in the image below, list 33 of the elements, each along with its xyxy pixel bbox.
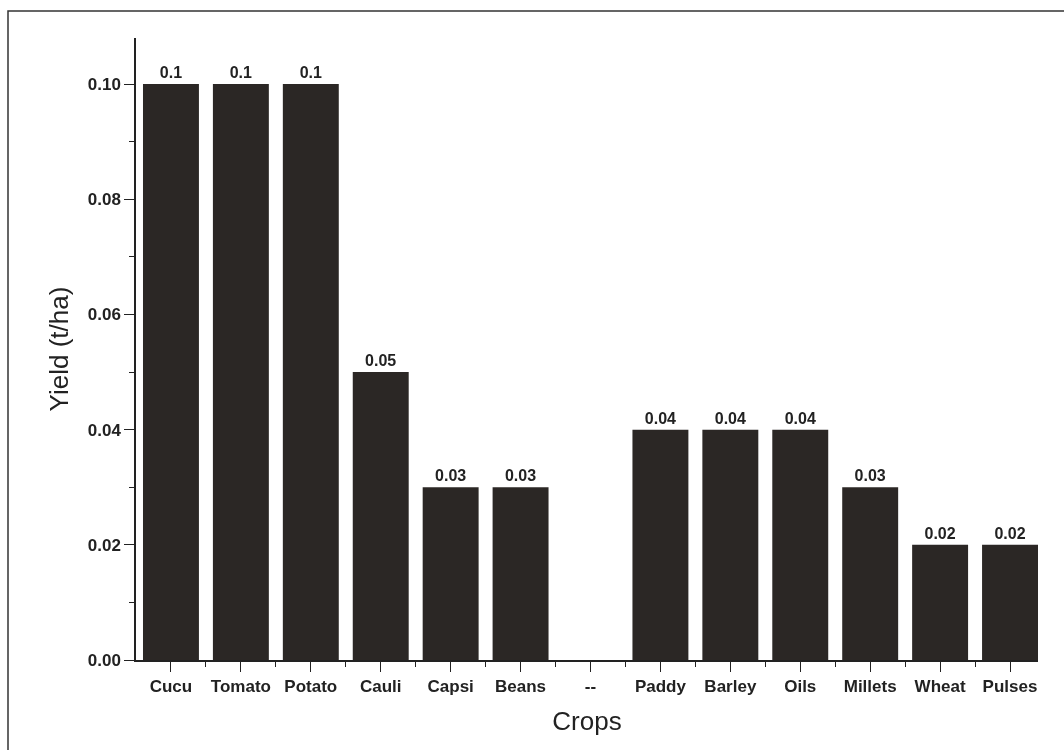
x-tick-label: Tomato xyxy=(210,677,271,697)
x-axis-title: Crops xyxy=(552,706,622,737)
x-tick-label: Capsi xyxy=(427,677,474,697)
data-label: 0.03 xyxy=(435,467,467,485)
data-label: 0.02 xyxy=(994,524,1026,542)
x-tick-label: Cucu xyxy=(149,677,193,697)
data-label: 0.04 xyxy=(714,409,746,427)
x-tick-label: Millets xyxy=(843,677,897,697)
x-tick-label: Wheat xyxy=(914,677,966,697)
data-label: 0.04 xyxy=(784,409,816,427)
x-tick-label: Cauli xyxy=(359,677,402,697)
x-tick-label: Potato xyxy=(284,677,338,697)
y-axis-title: Yield (t/ha) xyxy=(43,286,74,412)
data-label: 0.05 xyxy=(365,352,397,370)
x-tick-label: Oils xyxy=(784,677,817,697)
x-tick-label: -- xyxy=(584,677,597,697)
data-label: 0.02 xyxy=(924,524,956,542)
y-tick-label: 0.08 xyxy=(87,190,121,210)
y-tick-label: 0.00 xyxy=(87,650,121,670)
y-tick-label: 0.02 xyxy=(87,535,121,555)
data-label: 0.04 xyxy=(644,409,677,427)
x-tick-label: Beans xyxy=(495,677,547,697)
x-tick-label: Paddy xyxy=(634,677,687,697)
y-tick-label: 0.06 xyxy=(87,305,121,325)
data-label: 0.03 xyxy=(854,467,886,485)
data-label: 0.1 xyxy=(229,64,253,82)
data-label: 0.1 xyxy=(299,64,322,82)
x-tick-label: Pulses xyxy=(982,677,1038,697)
data-label: 0.1 xyxy=(159,64,183,82)
y-tick-label: 0.10 xyxy=(87,75,121,95)
y-tick-label: 0.04 xyxy=(87,420,122,440)
x-tick-label: Barley xyxy=(704,677,757,697)
data-label: 0.03 xyxy=(504,467,537,485)
